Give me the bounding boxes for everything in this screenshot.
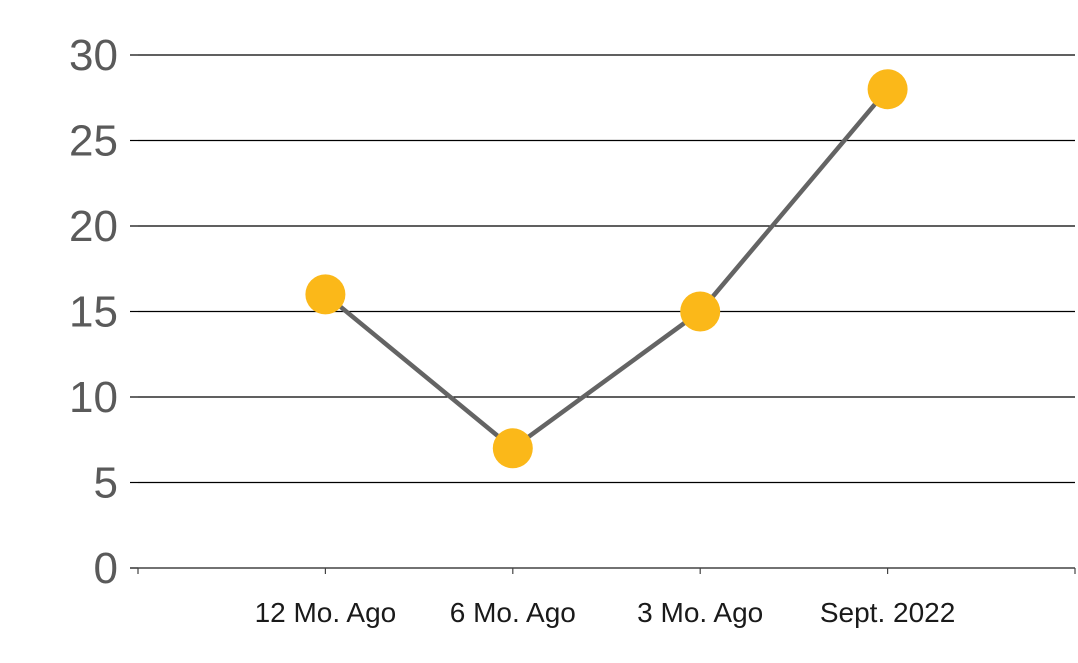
- x-tick-label-3: Sept. 2022: [820, 597, 955, 628]
- grid-lines: [130, 54, 1075, 569]
- y-tick-label-5: 5: [94, 459, 118, 508]
- y-axis-tick-labels: 0 5 10 15 20 25 30: [69, 31, 118, 593]
- x-tick-label-1: 6 Mo. Ago: [450, 597, 576, 628]
- data-point-1: [492, 428, 533, 469]
- x-axis-tick-marks: [137, 568, 1076, 574]
- data-point-0: [305, 274, 346, 315]
- data-point-2: [680, 291, 721, 332]
- series-line-0: [323, 86, 890, 451]
- y-tick-label-25: 25: [69, 117, 118, 166]
- y-tick-label-0: 0: [94, 544, 118, 593]
- data-point-3: [867, 69, 908, 110]
- y-tick-label-30: 30: [69, 31, 118, 80]
- y-tick-label-15: 15: [69, 288, 118, 337]
- x-tick-label-2: 3 Mo. Ago: [637, 597, 763, 628]
- y-tick-label-10: 10: [69, 373, 118, 422]
- x-axis-tick-labels: 12 Mo. Ago 6 Mo. Ago 3 Mo. Ago Sept. 2022: [255, 597, 956, 628]
- series-lines: [323, 86, 890, 451]
- y-tick-label-20: 20: [69, 202, 118, 251]
- x-tick-label-0: 12 Mo. Ago: [255, 597, 397, 628]
- series-markers: [305, 69, 908, 469]
